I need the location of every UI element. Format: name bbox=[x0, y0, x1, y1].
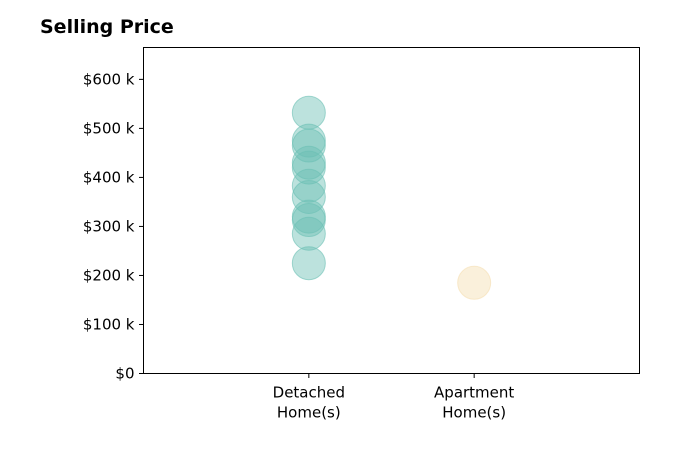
data-points bbox=[291, 95, 492, 300]
plot-frame bbox=[143, 47, 640, 374]
y-axis: $0 $100 k $200 k $300 k $400 k $500 k $600 k bbox=[83, 70, 144, 383]
y-tick-label: $200 k bbox=[83, 266, 135, 284]
data-point bbox=[291, 216, 326, 251]
y-tick-label: $100 k bbox=[83, 315, 135, 333]
data-point bbox=[291, 203, 326, 238]
chart-title: Selling Price bbox=[40, 16, 174, 38]
data-point bbox=[291, 150, 326, 185]
data-point bbox=[457, 265, 492, 300]
data-point bbox=[291, 246, 326, 281]
x-axis: Detached Home(s) Apartment Home(s) bbox=[273, 373, 514, 422]
y-tick-label: $500 k bbox=[83, 119, 135, 137]
y-tick-label: $0 bbox=[115, 365, 134, 383]
y-tick-label: $300 k bbox=[83, 217, 135, 235]
x-tick-label: Apartment Home(s) bbox=[434, 384, 514, 422]
y-tick-label: $600 k bbox=[83, 70, 135, 88]
y-tick-label: $400 k bbox=[83, 168, 135, 186]
data-point bbox=[291, 168, 326, 203]
x-tick-label: Detached Home(s) bbox=[273, 384, 345, 422]
